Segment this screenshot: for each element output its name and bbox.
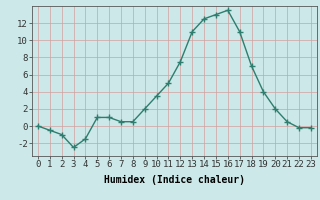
- X-axis label: Humidex (Indice chaleur): Humidex (Indice chaleur): [104, 175, 245, 185]
